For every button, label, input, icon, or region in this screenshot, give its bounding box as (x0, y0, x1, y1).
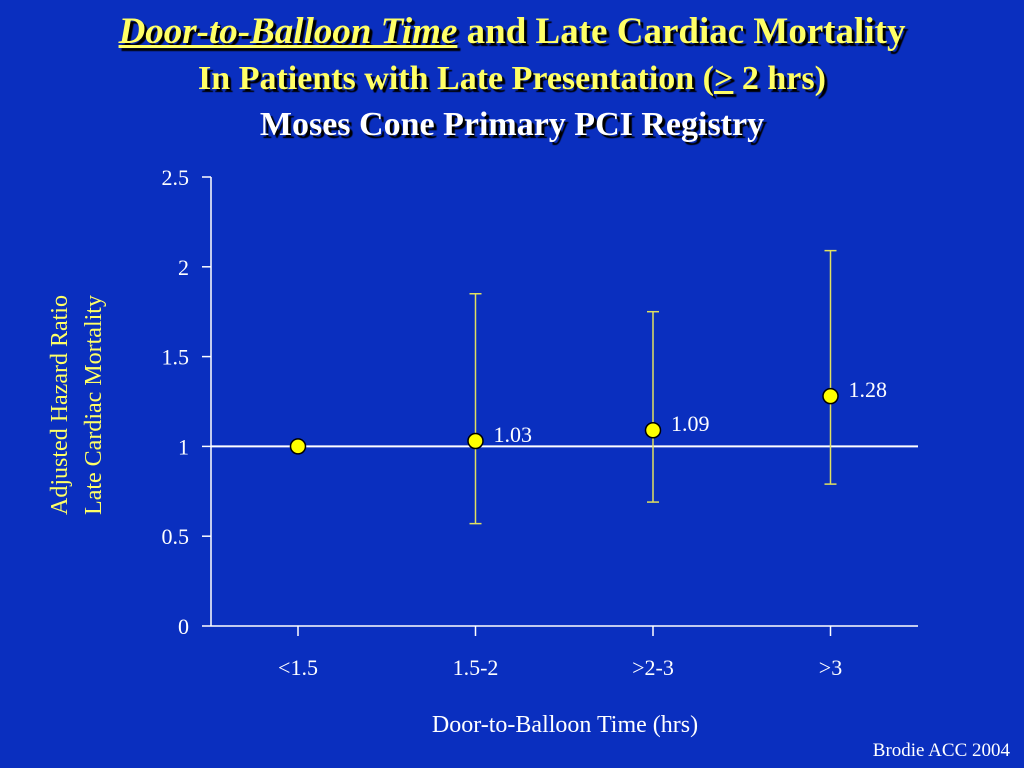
data-point (822, 387, 839, 405)
x-tick-label: 1.5-2 (453, 655, 499, 680)
x-tick-label: >3 (819, 655, 842, 680)
title-line-2-symbol: > (714, 60, 734, 97)
data-point (467, 432, 484, 450)
title-line-1-rest: and Late Cardiac Mortality (457, 11, 906, 52)
y-axis-title: Adjusted Hazard Ratio Late Cardiac Mortal… (47, 295, 107, 515)
x-axis-title: Door-to-Balloon Time (hrs) (432, 712, 698, 738)
y-axis-title-line: Adjusted Hazard Ratio (47, 295, 73, 515)
y-tick-label: 2.5 (162, 165, 190, 190)
y-tick-label: 1.5 (162, 345, 190, 370)
y-tick-label: 1 (178, 434, 189, 459)
title-line-3: Moses Cone Primary PCI Registry (259, 106, 765, 143)
title-line-2-suffix: 2 hrs) (733, 60, 826, 97)
y-tick-label: 0.5 (162, 524, 190, 549)
x-tick-label: >2-3 (632, 655, 674, 680)
data-point (289, 438, 307, 455)
title-line-2: In Patients with Late Presentation (> 2 … (0, 56, 1024, 102)
y-tick-label: 0 (178, 614, 189, 639)
data-label: 1.09 (671, 411, 710, 436)
title-line-2-prefix: In Patients with Late Presentation ( (198, 60, 714, 97)
data-label: 1.03 (494, 422, 533, 447)
data-point (644, 421, 662, 439)
y-axis-title-line: Late Cardiac Mortality (81, 295, 107, 515)
slide-title: Door-to-Balloon Time and Late Cardiac Mo… (0, 8, 1024, 148)
x-tick-label: <1.5 (278, 655, 318, 680)
title-line-1: Door-to-Balloon Time and Late Cardiac Mo… (0, 8, 1024, 56)
source-credit: Brodie ACC 2004 (872, 740, 1010, 761)
title-emphasis: Door-to-Balloon Time (118, 11, 458, 52)
data-label: 1.28 (849, 377, 888, 402)
y-tick-label: 2 (178, 255, 189, 280)
